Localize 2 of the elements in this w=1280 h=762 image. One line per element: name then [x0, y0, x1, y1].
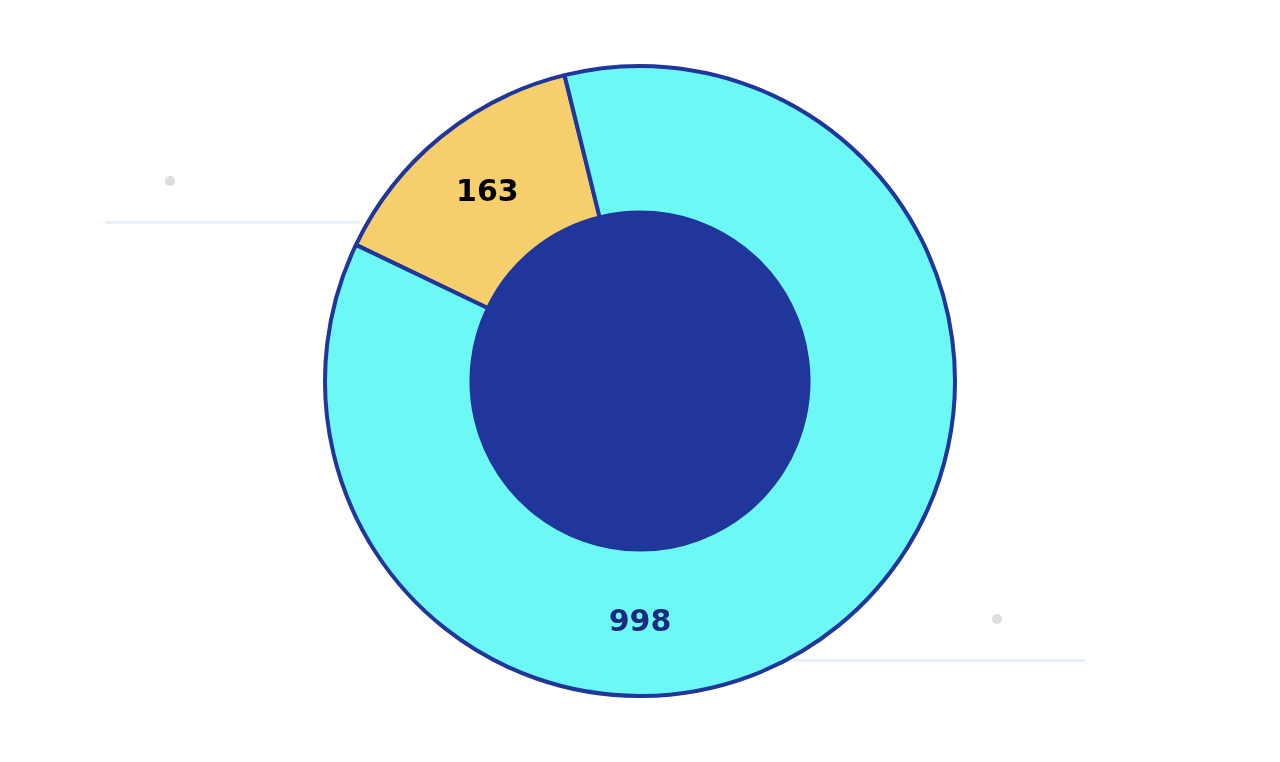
- data-label: 998: [608, 602, 672, 638]
- data-label: 163: [456, 173, 519, 209]
